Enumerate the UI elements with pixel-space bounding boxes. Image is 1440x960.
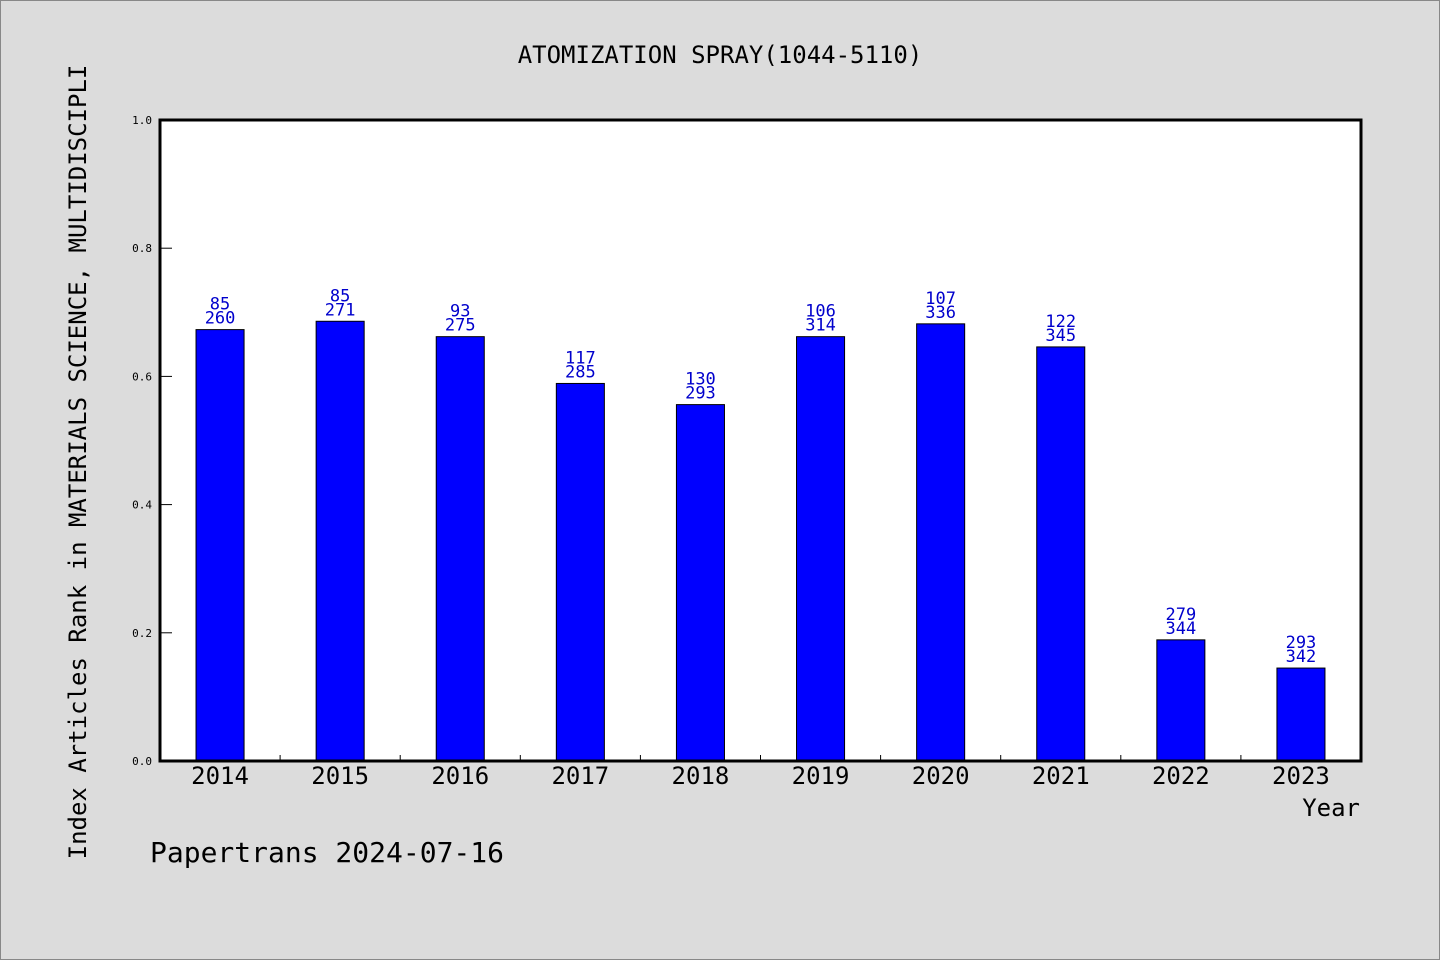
- bar-2014: [195, 329, 245, 762]
- bar-2016: [435, 336, 485, 762]
- y-tick-label: 0.0: [132, 755, 152, 768]
- x-tick-label: 2015: [311, 762, 369, 790]
- bar-2022: [1156, 639, 1206, 762]
- x-tick-label: 2017: [551, 762, 609, 790]
- total-label: 314: [805, 316, 836, 336]
- x-axis-label: Year: [1302, 794, 1360, 822]
- y-tick-label: 0.2: [132, 627, 152, 640]
- total-label: 275: [445, 316, 476, 336]
- rank-label: 93: [450, 302, 470, 322]
- x-tick-label: 2019: [792, 762, 850, 790]
- x-tick-label: 2022: [1152, 762, 1210, 790]
- y-tick-label: 0.4: [132, 499, 152, 512]
- rank-label: 85: [210, 295, 230, 315]
- rank-label: 130: [685, 370, 716, 390]
- chart-title: ATOMIZATION SPRAY(1044-5110): [518, 41, 923, 69]
- x-tick-label: 2018: [672, 762, 730, 790]
- bar-2023: [1276, 667, 1326, 762]
- y-tick-label: 0.6: [132, 370, 152, 383]
- bar-2018: [675, 404, 725, 762]
- x-tick-label: 2014: [191, 762, 249, 790]
- rank-label: 293: [1286, 633, 1317, 653]
- total-label: 260: [205, 309, 236, 329]
- rank-label: 107: [925, 289, 956, 309]
- rank-label: 106: [805, 302, 836, 322]
- bar-2017: [555, 382, 605, 762]
- rank-label: 85: [330, 286, 350, 306]
- footer-text: Papertrans 2024-07-16: [150, 836, 504, 869]
- rank-label: 122: [1045, 312, 1076, 332]
- bar-2020: [916, 323, 966, 762]
- x-tick-label: 2020: [912, 762, 970, 790]
- total-label: 271: [325, 300, 356, 320]
- total-label: 293: [685, 384, 716, 404]
- total-label: 344: [1165, 619, 1196, 639]
- y-tick-label: 0.8: [132, 242, 152, 255]
- total-label: 285: [565, 362, 596, 382]
- bar-2021: [1036, 346, 1086, 762]
- total-label: 336: [925, 303, 956, 323]
- y-axis-label: Index Articles Rank in MATERIALS SCIENCE…: [64, 65, 92, 860]
- rank-label: 279: [1165, 605, 1196, 625]
- bar-2019: [796, 336, 846, 762]
- x-tick-label: 2021: [1032, 762, 1090, 790]
- bar-2015: [315, 320, 365, 762]
- total-label: 345: [1045, 326, 1076, 346]
- total-label: 342: [1286, 647, 1317, 667]
- rank-label: 117: [565, 348, 596, 368]
- y-axis: 0.0 0.2 0.4 0.6 0.8 1.0: [132, 114, 172, 768]
- x-axis: 2014 2015 2016 2017 2018 2019 2020 2021 2022 2023: [191, 755, 1330, 790]
- x-tick-label: 2023: [1272, 762, 1330, 790]
- x-tick-label: 2016: [431, 762, 489, 790]
- y-tick-label: 1.0: [132, 114, 152, 127]
